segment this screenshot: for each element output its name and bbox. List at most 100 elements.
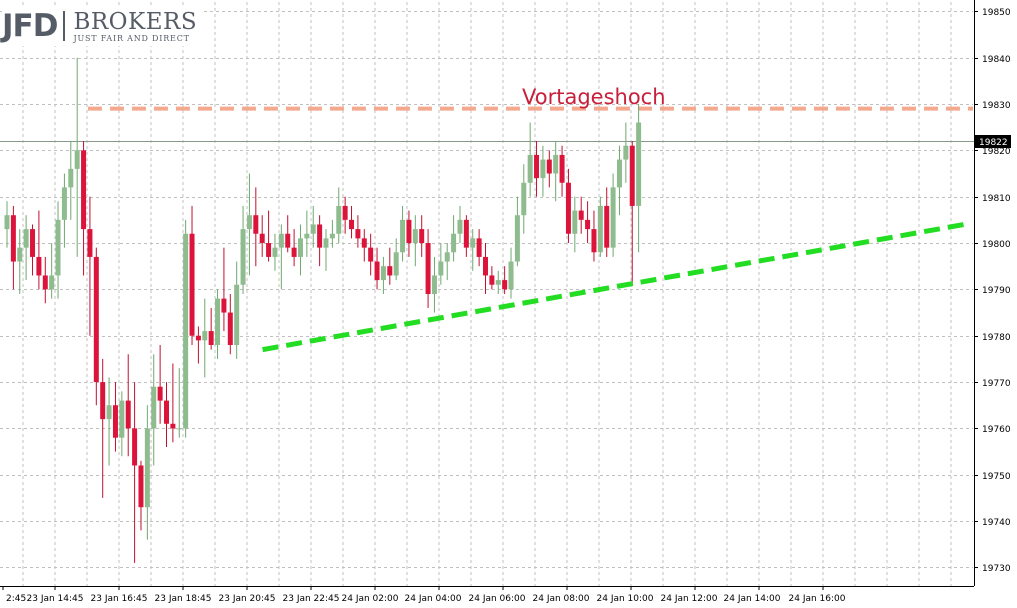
candle-body xyxy=(61,187,67,220)
candle-body xyxy=(285,233,291,248)
candle xyxy=(304,210,310,257)
candle xyxy=(208,307,214,350)
candle-body xyxy=(534,154,540,179)
x-axis-tick-label: 24 Jan 08:00 xyxy=(533,594,590,604)
candle xyxy=(227,294,233,355)
candle-body xyxy=(23,229,29,248)
candle-body xyxy=(508,261,514,290)
candle-body xyxy=(393,252,399,276)
y-axis-tick-label: 19830 xyxy=(982,101,1011,111)
candle-body xyxy=(278,233,284,248)
candle xyxy=(55,201,61,299)
x-axis-tick-label: 24 Jan 06:00 xyxy=(469,594,526,604)
x-axis-tick-label: 24 Jan 16:00 xyxy=(789,594,846,604)
candle-body xyxy=(215,298,221,345)
candle-body xyxy=(610,187,616,248)
candle-body xyxy=(585,219,591,230)
candle xyxy=(81,141,87,276)
candle-body xyxy=(227,312,233,345)
candle xyxy=(189,205,195,345)
candle xyxy=(151,354,157,466)
candle xyxy=(4,201,10,248)
candle xyxy=(400,205,406,262)
candle xyxy=(597,196,603,257)
candle-body xyxy=(132,428,138,466)
x-axis-tick-label: 23 Jan 22:45 xyxy=(283,594,340,604)
y-axis-tick-label: 19780 xyxy=(982,333,1011,343)
candle xyxy=(10,205,16,290)
candle xyxy=(170,363,176,443)
candle xyxy=(297,224,303,276)
candle xyxy=(476,229,482,267)
y-axis-tick-label: 19850 xyxy=(982,8,1011,18)
candle-body xyxy=(68,168,74,188)
x-axis-tick-label: 23 Jan 18:45 xyxy=(155,594,212,604)
candle-body xyxy=(457,219,463,234)
candle-body xyxy=(272,247,278,257)
candle-body xyxy=(451,233,457,253)
candle xyxy=(355,215,361,248)
candle-body xyxy=(342,205,348,220)
y-axis-tick-label: 19750 xyxy=(982,472,1011,482)
candle xyxy=(112,382,118,452)
candle xyxy=(266,210,272,262)
candle-body xyxy=(572,210,578,234)
candle-body xyxy=(151,386,157,429)
candle-body xyxy=(374,261,380,281)
candle xyxy=(521,164,527,234)
candle-body xyxy=(144,428,150,508)
candle-body xyxy=(329,233,335,239)
candle-body xyxy=(336,205,342,234)
candle xyxy=(585,201,591,244)
candle xyxy=(578,196,584,234)
x-axis-tick-label: 23 Jan 14:45 xyxy=(27,594,84,604)
brand-divider xyxy=(63,11,66,41)
candle-body xyxy=(246,215,252,230)
candle-body xyxy=(597,205,603,253)
candle xyxy=(502,266,508,294)
candle-body xyxy=(636,122,642,206)
candle xyxy=(215,289,221,359)
candle xyxy=(629,141,635,285)
candle xyxy=(349,205,355,239)
candle-body xyxy=(30,229,36,257)
candle xyxy=(36,210,42,290)
candle xyxy=(438,243,444,285)
candle xyxy=(565,168,571,244)
candle-body xyxy=(87,229,93,257)
y-axis-tick-label: 19800 xyxy=(982,240,1011,250)
candle-body xyxy=(400,219,406,253)
candle-body xyxy=(93,256,99,383)
candle xyxy=(495,270,501,294)
candle xyxy=(272,233,278,271)
candle-body xyxy=(591,229,597,253)
brand-text: BROKERS JUST FAIR AND DIRECT xyxy=(73,10,197,43)
candle xyxy=(483,243,488,294)
candle-body xyxy=(559,154,565,183)
candle-body xyxy=(17,247,23,262)
candle xyxy=(132,382,138,563)
candle-body xyxy=(419,229,425,244)
candle xyxy=(591,210,597,262)
candle xyxy=(393,238,399,281)
candle xyxy=(291,229,297,267)
candle-body xyxy=(189,233,195,336)
candle xyxy=(317,215,323,267)
candle-body xyxy=(164,400,169,424)
candle-body xyxy=(195,335,201,341)
annotation-vortageshoch: Vortageshoch xyxy=(522,85,666,109)
candle xyxy=(176,368,182,438)
candle-body xyxy=(502,280,508,290)
candle xyxy=(489,266,495,290)
candle-body xyxy=(323,238,329,248)
y-axis-tick-label: 19730 xyxy=(982,564,1011,574)
candle xyxy=(164,382,169,447)
candle-body xyxy=(412,229,418,244)
candle-body xyxy=(125,400,131,429)
x-axis-tick-label: 23 Jan 16:45 xyxy=(91,594,148,604)
candle-body xyxy=(540,159,546,179)
candle xyxy=(68,141,74,220)
current-price-label: 19822 xyxy=(975,135,1011,148)
candle-body xyxy=(406,219,412,244)
